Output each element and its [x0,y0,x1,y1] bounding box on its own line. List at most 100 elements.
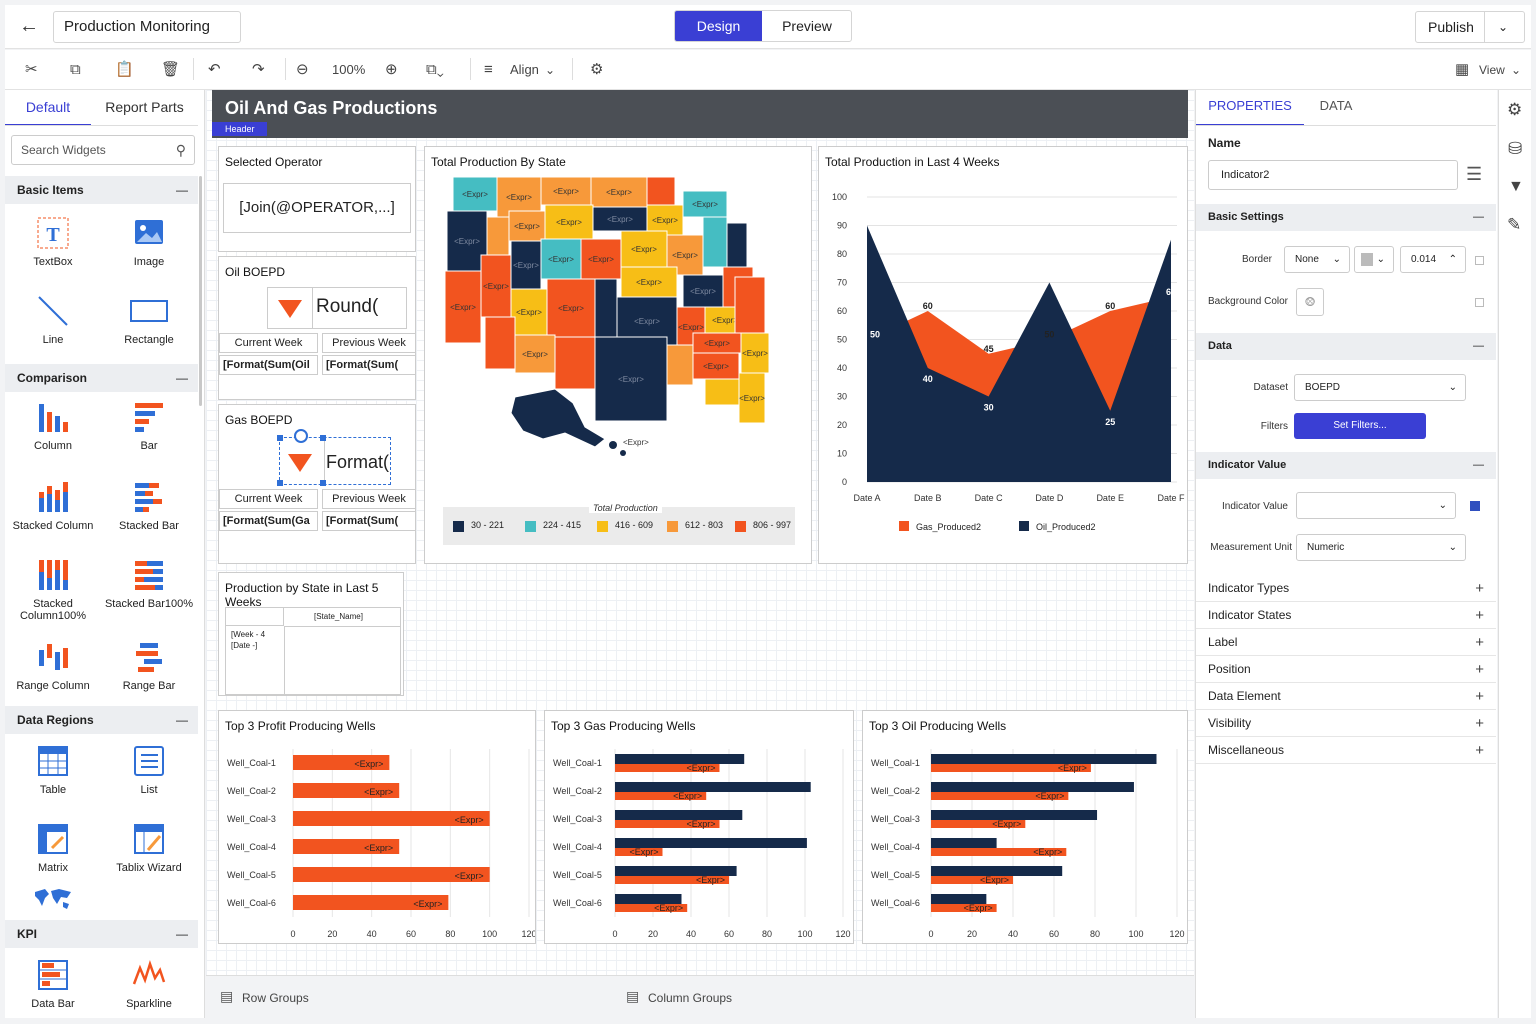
widget-data-bar[interactable]: Data Bar [5,958,101,1010]
widget-bar[interactable]: Bar [101,400,197,452]
expand-icon[interactable]: + [1475,607,1484,624]
border-width-input[interactable]: 0.014 ⌃ [1400,246,1466,273]
database-icon[interactable]: ⛁ [1508,139,1523,158]
name-input[interactable]: Indicator2 [1208,160,1458,190]
oil-boepd-card[interactable]: Oil BOEPD Round( Current Week Previous W… [218,256,416,400]
widget-tablix-wizard[interactable]: Tablix Wizard [101,822,197,874]
search-icon[interactable]: ⚲ [175,142,186,158]
parameters-icon[interactable]: ✎ [1507,215,1522,234]
section-basic-settings[interactable]: Basic Settings — [1196,204,1496,231]
tab-report-parts[interactable]: Report Parts [91,90,198,126]
row-groups-icon[interactable]: ▤ [220,988,234,1004]
section-visibility[interactable]: Visibility + [1196,710,1496,737]
map-card[interactable]: Total Production By State <Expr> <Expr> <E… [424,146,812,564]
by-state-matrix[interactable]: [State_Name] [Week - 4 [Date -] [225,607,401,695]
weekly-chart-card[interactable]: Total Production in Last 4 Weeks 0 10 20 30… [818,146,1188,564]
chevron-down-icon[interactable]: ⌄ [1498,20,1509,34]
section-data[interactable]: Data — [1196,333,1496,360]
gear-icon[interactable]: ⚙ [590,61,604,78]
widget-rectangle[interactable]: Rectangle [101,294,197,346]
section-data-element[interactable]: Data Element + [1196,683,1496,710]
widget-range-column[interactable]: Range Column [5,640,101,692]
widget-list[interactable]: List [101,744,197,796]
collapse-icon[interactable]: — [176,713,188,727]
oil-wells-card[interactable]: Top 3 Oil Producing Wells 0 20 40 60 80 100 12… [862,710,1188,944]
align-label[interactable]: Align [510,62,539,77]
filter-icon[interactable]: ▼ [1508,178,1524,195]
rotate-handle-icon[interactable] [294,429,308,443]
widget-matrix[interactable]: Matrix [5,822,101,874]
gas-indicator[interactable]: Format( [277,429,391,486]
tab-data[interactable]: DATA [1304,90,1368,126]
section-miscellaneous[interactable]: Miscellaneous + [1196,737,1496,764]
resize-handle-icon[interactable] [277,480,283,486]
widget-column[interactable]: Column [5,400,101,452]
align-icon[interactable]: ≡ [484,61,493,78]
gas-boepd-card[interactable]: Gas BOEPD Format( Current Week Previous … [218,404,416,564]
chevron-down-icon[interactable]: ⌄ [545,63,556,77]
tab-default[interactable]: Default [5,90,91,126]
widget-range-bar[interactable]: Range Bar [101,640,197,692]
expand-icon[interactable]: + [1475,742,1484,759]
section-indicator-value[interactable]: Indicator Value — [1196,452,1496,479]
border-color-select[interactable]: ⌄ [1354,246,1394,273]
section-kpi[interactable]: KPI — [5,920,198,948]
column-groups-icon[interactable]: ▤ [626,988,640,1004]
widget-stacked-column[interactable]: Stacked Column [5,480,101,532]
dataset-select[interactable]: BOEPD ⌄ [1294,374,1466,401]
border-style-select[interactable]: None ⌄ [1284,246,1350,273]
expand-icon[interactable]: + [1475,580,1484,597]
section-indicator-states[interactable]: Indicator States + [1196,602,1496,629]
widget-image[interactable]: Image [101,216,197,268]
section-label[interactable]: Label + [1196,629,1496,656]
paste-icon[interactable]: 📋 [115,61,134,78]
expand-icon[interactable]: + [1475,661,1484,678]
row-groups-label[interactable]: Row Groups [242,991,309,1005]
collapse-icon[interactable]: — [176,183,188,197]
column-groups-label[interactable]: Column Groups [648,991,733,1005]
expand-icon[interactable]: + [1475,688,1484,705]
zoom-in-icon[interactable]: ⊕ [385,61,398,78]
chevron-down-icon[interactable]: ⌄ [1511,63,1522,77]
view-label[interactable]: View [1479,63,1505,77]
set-filters-button[interactable]: Set Filters... [1294,413,1426,439]
widget-map[interactable] [5,886,101,918]
list-icon[interactable]: ☰ [1466,164,1483,184]
chevron-up-icon[interactable]: ⌃ [1448,254,1457,265]
bg-color-checkbox[interactable] [1475,298,1484,307]
widget-stacked-column100[interactable]: Stacked Column100% [5,558,101,622]
resize-handle-icon[interactable] [277,435,283,441]
zoom-out-icon[interactable]: ⊖ [296,61,309,78]
collapse-icon[interactable]: — [1473,211,1484,223]
selected-operator-card[interactable]: Selected Operator [Join(@OPERATOR,...] [218,146,416,252]
resize-handle-icon[interactable] [320,480,326,486]
bg-color-picker[interactable]: ⨷ [1296,288,1324,316]
report-canvas[interactable]: Oil And Gas Productions Header Selected … [206,90,1194,975]
resize-handle-icon[interactable] [320,435,326,441]
collapse-icon[interactable]: — [1473,459,1484,471]
collapse-icon[interactable]: — [176,927,188,941]
oil-indicator[interactable]: Round( [267,287,407,329]
section-comparison[interactable]: Comparison — [5,364,198,392]
expand-icon[interactable]: + [1475,634,1484,651]
cut-icon[interactable]: ✂ [25,61,38,78]
page-size-icon[interactable]: ⧉⌄ [426,61,444,78]
section-position[interactable]: Position + [1196,656,1496,683]
widget-line[interactable]: Line [5,294,101,346]
section-indicator-types[interactable]: Indicator Types + [1196,575,1496,602]
gas-wells-card[interactable]: Top 3 Gas Producing Wells 0 20 40 60 80 100 12… [544,710,854,944]
expression-indicator[interactable] [1470,501,1480,511]
report-header-band[interactable]: Oil And Gas Productions Header [212,90,1188,138]
measurement-unit-select[interactable]: Numeric ⌄ [1296,534,1466,561]
section-data-regions[interactable]: Data Regions — [5,706,198,734]
widget-stacked-bar100[interactable]: Stacked Bar100% [101,558,197,610]
search-input[interactable]: Search Widgets ⚲ [11,135,195,165]
widget-stacked-bar[interactable]: Stacked Bar [101,480,197,532]
preview-tab[interactable]: Preview [762,11,851,41]
panel-scrollbar[interactable] [199,176,202,406]
expand-icon[interactable]: + [1475,715,1484,732]
copy-icon[interactable]: ⧉ [70,61,81,78]
view-grid-icon[interactable]: ▦ [1455,61,1470,78]
collapse-icon[interactable]: — [1473,340,1484,352]
profit-wells-card[interactable]: Top 3 Profit Producing Wells 0 20 40 60 80 10… [218,710,536,944]
